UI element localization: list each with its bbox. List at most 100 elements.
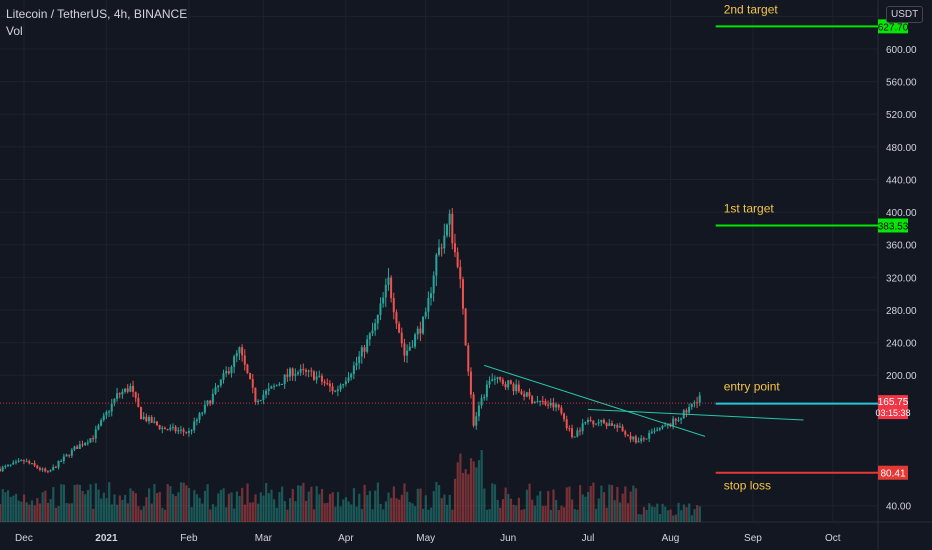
candle-body [14,461,17,463]
level-price-badge [878,465,908,480]
volume-bar [493,484,497,522]
volume-bar [0,504,2,522]
candle-body [22,460,25,462]
volume-bar [344,497,348,522]
volume-bar [100,498,103,522]
volume-bar [243,504,246,522]
volume-bar [222,488,225,522]
candle-body [20,460,23,462]
volume-bar [552,489,555,522]
volume-bar [102,492,105,522]
currency-unit-button[interactable]: USDT [886,6,924,23]
volume-bar [44,490,47,522]
candle-body [560,407,563,414]
candle-body [44,468,47,472]
candle-body [398,323,401,333]
volume-bar [57,505,60,522]
candle-body [251,379,254,388]
candle-body [565,419,568,429]
candle-body [352,365,355,374]
candle-body [201,412,204,414]
volume-bar [275,507,278,522]
candle-body [94,429,97,439]
volume-bar [12,495,15,522]
volume-bar [291,488,294,522]
volume-bar [682,504,685,522]
candle-body [243,355,246,365]
candle-body [185,431,188,433]
volume-bar [278,492,281,522]
volume-bar [536,495,539,522]
candle-body [187,430,190,433]
candle-body [177,430,180,432]
x-tick-label: Sep [744,533,762,544]
volume-bar [690,515,693,522]
candle-body [217,385,220,388]
volume-bar [267,493,270,522]
candle-body [145,416,148,422]
candle-body [419,328,422,334]
volume-bar [419,488,422,522]
candle-body [629,435,632,440]
x-tick-label: May [416,533,435,544]
volume-bar [147,488,151,522]
candle-body [350,373,353,378]
candle-body [225,371,228,374]
candle-body [241,347,244,356]
candle-body [597,422,600,424]
candle-body [326,383,329,385]
volume-bar [38,503,42,522]
volume-bar [453,478,457,522]
candle-body [472,394,475,426]
candle-body [97,425,100,430]
candle-body [698,395,701,403]
x-axis[interactable]: Dec 2021 Feb Mar Apr May Jun Jul Aug Sep Oct [15,533,841,544]
volume-bar [89,484,92,522]
candle-body [589,419,592,421]
volume-bar [371,509,374,522]
volume-bar [669,509,672,522]
candle-body [233,356,236,367]
volume-bar [653,507,656,522]
volume-bar [358,493,361,522]
candle-body [493,378,496,380]
candle-body [235,353,238,357]
volume-bar [618,502,622,522]
volume-bar [334,506,337,522]
candle-body [573,436,576,438]
candle-body [488,381,491,385]
volume-bar [629,491,632,522]
volume-bar [661,503,664,522]
candle-body [259,399,262,401]
candle-body [289,368,292,377]
candle-body [278,384,281,386]
candle-body [211,393,214,404]
candle-body [89,438,92,443]
volume-bar [573,509,576,522]
volume-bar [693,509,696,522]
y-axis[interactable]: 40.00 200.00 240.00 280.00 320.00 360.00 400.0… [886,12,917,512]
volume-bar [134,493,137,522]
candle-body [408,346,411,351]
candle-body [491,379,494,382]
volume-bar [451,509,454,522]
volume-bar [640,514,643,522]
candle-body [49,470,52,472]
candle-body [1,467,4,472]
volume-bar [547,491,550,522]
volume-bar [384,501,387,522]
candle-body [262,394,265,400]
candle-body [209,400,212,404]
volume-bar [464,469,467,522]
volume-bar [509,498,513,522]
volume-bar [190,507,193,522]
volume-bar [531,499,534,522]
candle-body [411,346,414,348]
trendlines [484,364,804,437]
candle-body [610,423,613,426]
volume-bar [1,488,4,522]
candle-body [174,426,177,432]
volume-bar [645,510,648,522]
candle-body [227,371,230,374]
